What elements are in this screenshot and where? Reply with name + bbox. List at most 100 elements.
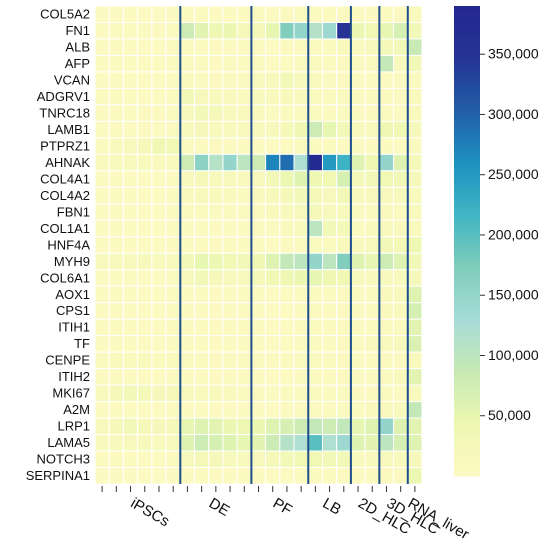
heatmap-cell [293, 368, 309, 386]
heatmap-cell [265, 417, 281, 436]
heatmap-cell [364, 236, 380, 254]
heatmap-cell [165, 401, 181, 419]
colorbar-segment [454, 25, 480, 31]
heatmap-cell [208, 38, 224, 56]
heatmap-cell [208, 384, 224, 403]
heatmap-cell [208, 104, 224, 122]
heatmap-cell [137, 335, 153, 353]
heatmap-cell [179, 368, 196, 386]
row-label: FN1 [65, 23, 90, 38]
heatmap-cell [122, 450, 139, 469]
heatmap-cell [293, 87, 309, 106]
colorbar-ticks: 50,000 100,000 150,000 200,000 250,000 300,00… [480, 46, 539, 423]
heatmap-cell [378, 219, 395, 238]
heatmap-cell [194, 351, 210, 370]
heatmap-cell [350, 335, 366, 353]
colorbar-segment [454, 252, 480, 258]
heatmap-cell [378, 87, 395, 106]
heatmap-cell [364, 54, 380, 73]
heatmap-cell [336, 368, 352, 386]
heatmap-cell [250, 335, 267, 353]
heatmap-cell [137, 5, 153, 23]
heatmap-cell [279, 153, 295, 172]
colorbar-segment [454, 244, 480, 250]
heatmap-cell [279, 236, 295, 254]
heatmap-cell [236, 21, 252, 40]
heatmap-cell [378, 450, 395, 469]
heatmap-cell [293, 153, 309, 172]
colorbar-segment [454, 366, 480, 371]
heatmap-cell [194, 236, 210, 254]
heatmap-cell [236, 285, 252, 304]
colorbar-segment [454, 96, 480, 101]
colorbar-segment [454, 440, 480, 446]
heatmap-cell [393, 252, 409, 271]
heatmap-cell [151, 351, 167, 370]
heatmap-cell [250, 219, 267, 238]
heatmap-cell [393, 87, 409, 106]
row-label: TF [74, 336, 90, 351]
heatmap-cell [194, 467, 210, 485]
heatmap-cell [393, 54, 409, 73]
heatmap-cell [179, 417, 196, 436]
heatmap-cell [250, 236, 267, 254]
heatmap-cell [350, 401, 366, 419]
colorbar-segment [454, 49, 480, 54]
heatmap-cell [307, 153, 323, 172]
colorbar-segment [454, 331, 480, 336]
heatmap-cell [393, 368, 409, 386]
heatmap-cell [350, 21, 366, 40]
heatmap-cell [250, 104, 267, 122]
heatmap-cell [364, 5, 380, 23]
heatmap-cell [151, 38, 167, 56]
row-label: VCAN [54, 72, 90, 87]
heatmap-cell [293, 450, 309, 469]
heatmap-cell [137, 153, 153, 172]
heatmap-cell [336, 219, 352, 238]
heatmap-cell [265, 384, 281, 403]
heatmap-cell [165, 203, 181, 221]
heatmap-cell [321, 54, 338, 73]
heatmap-cell [307, 104, 323, 122]
heatmap-cell [236, 219, 252, 238]
heatmap-cell [137, 186, 153, 205]
heatmap-cell [94, 21, 110, 40]
heatmap-cell [137, 318, 153, 337]
colorbar-segment [454, 72, 480, 78]
heatmap-cell [137, 417, 153, 436]
heatmap-cell [293, 38, 309, 56]
heatmap-cell [151, 467, 167, 485]
heatmap-cell [236, 153, 252, 172]
heatmap-cell [194, 186, 210, 205]
heatmap-cell [179, 252, 196, 271]
colorbar-segment [454, 448, 480, 454]
heatmap-cell [393, 236, 409, 254]
heatmap-cell [364, 120, 380, 139]
group-label: DE [206, 495, 233, 520]
heatmap-cell [307, 401, 323, 419]
heatmap-cell [236, 417, 252, 436]
heatmap-cell [208, 269, 224, 287]
heatmap-cell [236, 203, 252, 221]
heatmap-cell [265, 186, 281, 205]
heatmap-cells [94, 5, 423, 485]
heatmap-cell [407, 434, 423, 452]
heatmap-cell [208, 285, 224, 304]
heatmap-cell [350, 54, 366, 73]
colorbar-segment [454, 335, 480, 340]
heatmap-cell [94, 384, 110, 403]
heatmap-cell [208, 434, 224, 452]
colorbar-segment [454, 256, 480, 262]
heatmap-cell [265, 401, 281, 419]
heatmap-cell [165, 434, 181, 452]
heatmap-cell [378, 203, 395, 221]
heatmap-cell [137, 170, 153, 188]
colorbar-segment [454, 295, 480, 301]
heatmap-cell [151, 450, 167, 469]
heatmap-cell [378, 335, 395, 353]
heatmap-cell [151, 203, 167, 221]
colorbar-segment [454, 9, 480, 15]
heatmap-cell [336, 450, 352, 469]
heatmap-cell [194, 219, 210, 238]
heatmap-cell [293, 21, 309, 40]
